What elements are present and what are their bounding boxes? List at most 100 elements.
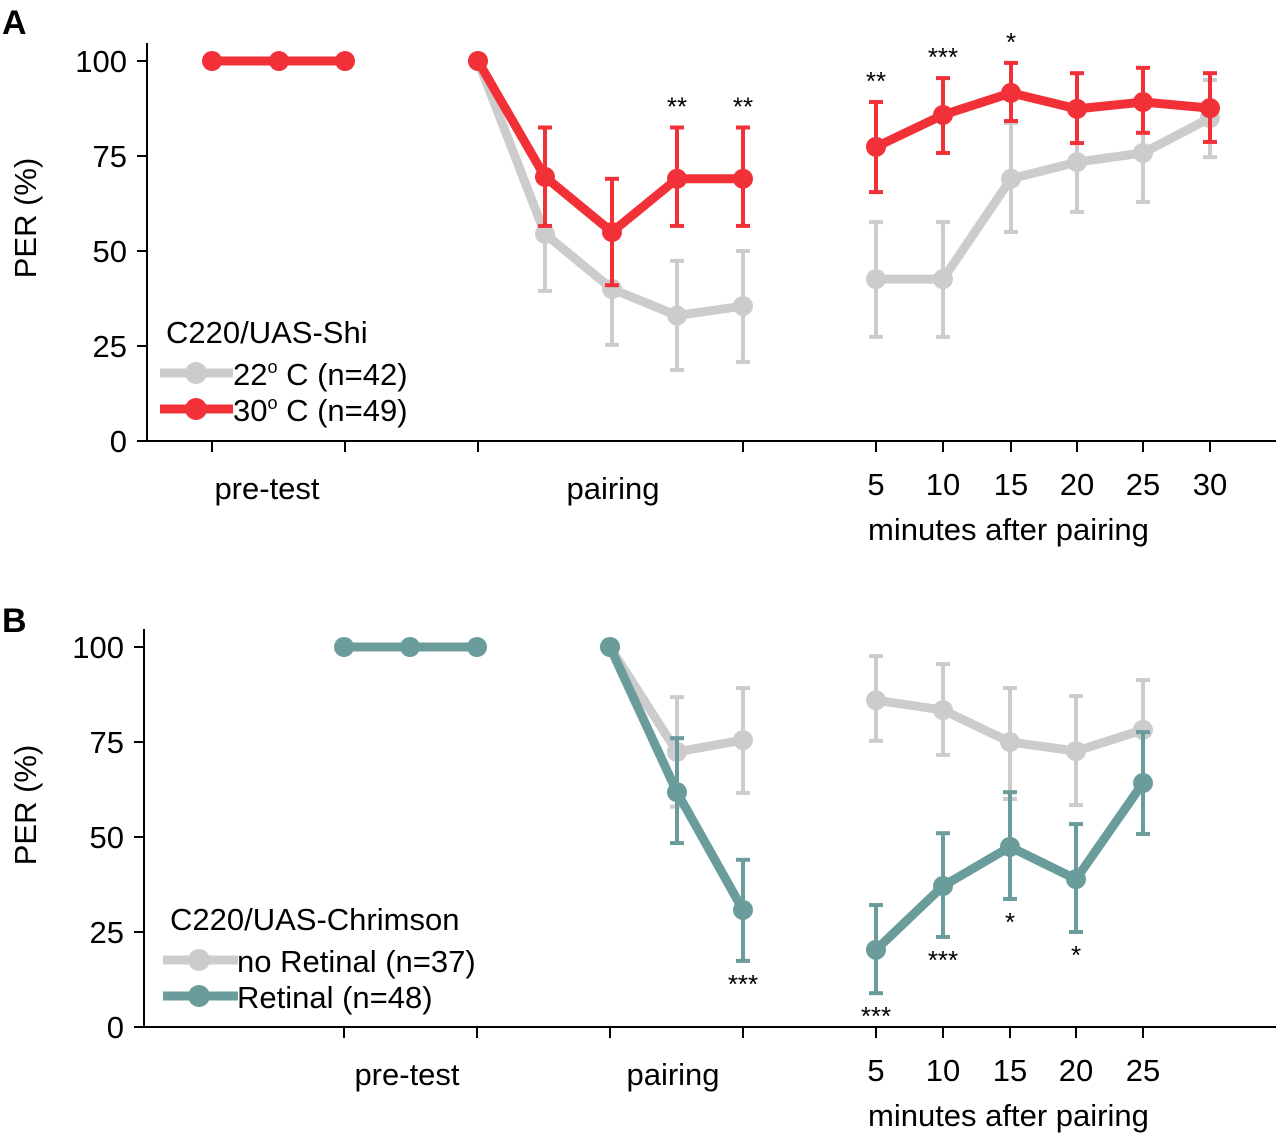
panel-a-axes: 0 25 50 75 100 PER (%) pre-test pairing 5 10 15 20 2… bbox=[8, 43, 1276, 547]
y-tick-label: 25 bbox=[93, 329, 127, 364]
data-point bbox=[667, 305, 687, 326]
legend-label-30c: 30o C (n=49) bbox=[233, 393, 408, 428]
x-tick-label: 10 bbox=[926, 1053, 960, 1088]
legend-item-retinal: Retinal (n=48) bbox=[163, 980, 433, 1015]
panel-a-legend: C220/UAS-Shi 22o C (n=42) 30o C (n=49) bbox=[160, 315, 408, 428]
significance-marker: * bbox=[1071, 940, 1081, 970]
significance-marker: ** bbox=[733, 92, 753, 122]
data-point bbox=[535, 223, 555, 244]
data-point bbox=[933, 700, 953, 721]
legend-item-30c: 30o C (n=49) bbox=[160, 393, 408, 428]
panel-letter-b: B bbox=[2, 602, 27, 640]
legend-item-no-retinal: no Retinal (n=37) bbox=[163, 944, 476, 979]
x-tick-label: 20 bbox=[1060, 467, 1094, 502]
data-point bbox=[733, 296, 753, 317]
data-point bbox=[1067, 98, 1087, 119]
legend-marker-22c bbox=[185, 362, 207, 384]
y-tick-label: 25 bbox=[90, 915, 124, 950]
data-point bbox=[933, 876, 953, 897]
x-axis-title: minutes after pairing bbox=[868, 1098, 1149, 1133]
data-point bbox=[202, 51, 222, 71]
y-tick-label: 50 bbox=[90, 820, 124, 855]
data-point bbox=[1066, 741, 1086, 762]
data-point bbox=[535, 166, 555, 187]
x-tick-label: 20 bbox=[1059, 1053, 1093, 1088]
significance-marker: *** bbox=[861, 1001, 891, 1031]
data-point bbox=[1133, 719, 1153, 740]
y-tick-label: 50 bbox=[93, 234, 127, 269]
panel-b-significance: *********** bbox=[728, 907, 1081, 1031]
data-point bbox=[866, 690, 886, 711]
legend-title: C220/UAS-Chrimson bbox=[170, 902, 459, 937]
legend-marker-no-retinal bbox=[188, 949, 210, 971]
y-tick-label: 0 bbox=[107, 1010, 124, 1045]
y-axis-title: PER (%) bbox=[8, 158, 43, 279]
significance-marker: ** bbox=[866, 66, 886, 96]
panel-a-series bbox=[202, 51, 1220, 372]
series-line bbox=[871, 88, 1215, 152]
x-tick-label: 5 bbox=[867, 467, 884, 502]
data-point bbox=[933, 104, 953, 125]
data-point bbox=[733, 730, 753, 751]
x-tick-label: 15 bbox=[993, 1053, 1027, 1088]
panel-a: A 0 25 50 75 100 PER (%) pre-test pairing 5 10 15 2… bbox=[2, 4, 1276, 547]
panel-b-series bbox=[334, 637, 1153, 996]
data-point bbox=[1000, 732, 1020, 752]
data-point bbox=[667, 782, 687, 803]
y-tick-label: 75 bbox=[90, 725, 124, 760]
data-point bbox=[600, 637, 620, 657]
data-point bbox=[1001, 168, 1021, 189]
data-point bbox=[1200, 98, 1220, 119]
data-point bbox=[1067, 152, 1087, 173]
x-group-label-pairing: pairing bbox=[566, 471, 659, 506]
data-point bbox=[1066, 869, 1086, 890]
significance-marker: ** bbox=[667, 92, 687, 122]
x-group-label-pre-test: pre-test bbox=[354, 1057, 459, 1092]
significance-marker: *** bbox=[928, 42, 958, 72]
series-30o-c-n-49- bbox=[202, 51, 1220, 288]
y-tick-label: 100 bbox=[75, 44, 127, 79]
panel-b-legend: C220/UAS-Chrimson no Retinal (n=37) Reti… bbox=[163, 902, 476, 1015]
legend-label-retinal: Retinal (n=48) bbox=[237, 980, 433, 1015]
x-tick-label: 10 bbox=[926, 467, 960, 502]
data-point bbox=[400, 637, 420, 657]
data-point bbox=[468, 51, 488, 71]
data-point bbox=[335, 51, 355, 71]
data-point bbox=[1000, 836, 1020, 857]
data-point bbox=[334, 637, 354, 657]
x-group-label-pairing: pairing bbox=[626, 1057, 719, 1092]
data-point bbox=[866, 939, 886, 960]
x-tick-label: 25 bbox=[1126, 467, 1160, 502]
significance-marker: *** bbox=[728, 969, 758, 999]
x-tick-label: 25 bbox=[1126, 1053, 1160, 1088]
series-line bbox=[871, 113, 1215, 284]
data-point bbox=[269, 51, 289, 71]
legend-item-22c: 22o C (n=42) bbox=[160, 357, 408, 392]
x-tick-label: 15 bbox=[994, 467, 1028, 502]
data-point bbox=[1133, 773, 1153, 794]
series-retinal-n-48- bbox=[334, 637, 1153, 996]
panel-letter-a: A bbox=[2, 4, 27, 42]
data-point bbox=[866, 269, 886, 290]
data-point bbox=[733, 899, 753, 920]
data-point bbox=[1001, 82, 1021, 103]
legend-label-no-retinal: no Retinal (n=37) bbox=[237, 944, 476, 979]
data-point bbox=[467, 637, 487, 657]
legend-marker-30c bbox=[185, 398, 207, 420]
legend-label-22c: 22o C (n=42) bbox=[233, 357, 408, 392]
y-tick-label: 0 bbox=[110, 424, 127, 459]
y-tick-label: 100 bbox=[72, 630, 124, 665]
panel-a-significance: ** ******** bbox=[667, 27, 1016, 122]
significance-marker: * bbox=[1006, 27, 1016, 57]
x-tick-label: 5 bbox=[867, 1053, 884, 1088]
data-point bbox=[1133, 92, 1153, 113]
data-point bbox=[866, 136, 886, 157]
panel-b-axes: 0 25 50 75 100 PER (%) pre-test pairing 5 10 15 20 2… bbox=[8, 629, 1276, 1133]
significance-marker: *** bbox=[928, 945, 958, 975]
legend-title: C220/UAS-Shi bbox=[166, 315, 368, 350]
y-tick-label: 75 bbox=[93, 139, 127, 174]
x-axis-title: minutes after pairing bbox=[868, 512, 1149, 547]
data-point bbox=[667, 168, 687, 189]
y-axis-title: PER (%) bbox=[8, 745, 43, 866]
x-group-label-pre-test: pre-test bbox=[214, 471, 319, 506]
